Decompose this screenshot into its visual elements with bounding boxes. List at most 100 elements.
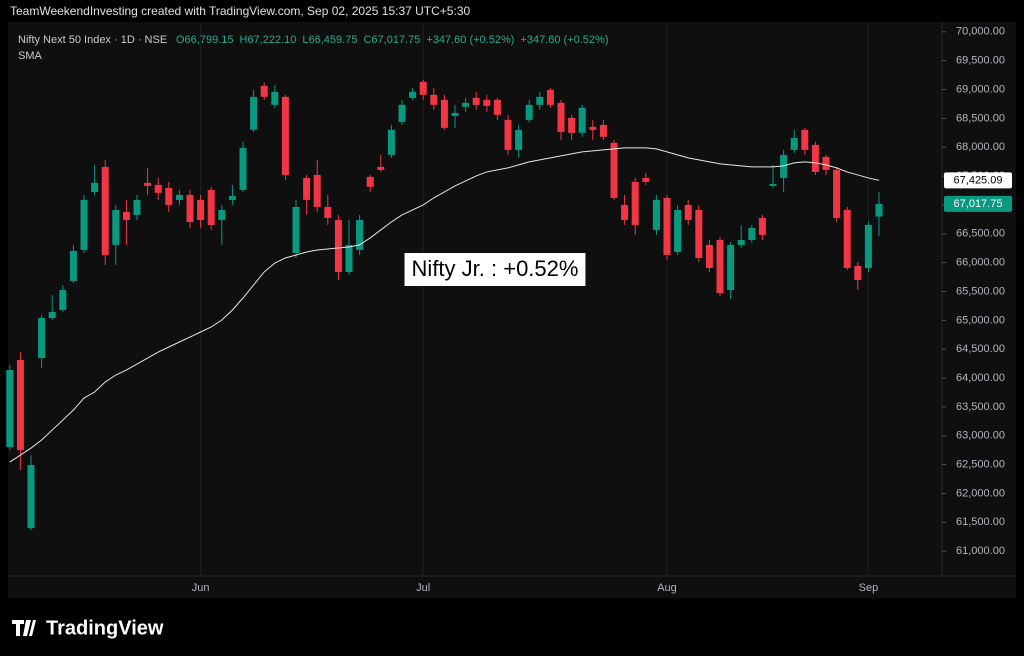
candle-body	[737, 239, 745, 245]
candle-body	[419, 81, 427, 95]
x-tick-label: Jun	[192, 582, 210, 594]
candle-body	[705, 244, 713, 268]
candle-body	[59, 289, 67, 310]
candle-body	[303, 177, 311, 200]
y-tick-label: 66,000.00	[956, 257, 1005, 269]
y-tick-label: 69,000.00	[956, 83, 1005, 95]
candle-body	[239, 147, 247, 190]
candle-body	[652, 199, 660, 230]
candle-body	[27, 465, 35, 529]
y-tick-label: 64,500.00	[956, 343, 1005, 355]
candle-body	[38, 317, 46, 359]
candle-body	[483, 99, 491, 106]
legend-value: H67,222.10	[240, 34, 297, 46]
candle-body	[684, 204, 692, 220]
candle-body	[875, 203, 883, 217]
y-tick-label: 63,500.00	[956, 401, 1005, 413]
candle-body	[186, 194, 194, 222]
y-tick-label: 61,500.00	[956, 516, 1005, 528]
candle-body	[631, 181, 639, 225]
candle-body	[536, 96, 544, 105]
candle-body	[557, 102, 565, 132]
legend-sma: SMA	[18, 50, 43, 62]
candle-body	[472, 97, 480, 105]
candle-body	[769, 183, 777, 186]
candle-body	[6, 370, 14, 448]
sma-last-box	[944, 172, 1012, 189]
candle-body	[833, 169, 841, 218]
candle-body	[758, 217, 766, 235]
candle-body	[345, 244, 353, 272]
legend-value: L66,459.75	[302, 34, 357, 46]
sma-last-label: 67,425.09	[954, 174, 1003, 186]
candle-body	[822, 156, 830, 170]
candle-body	[790, 137, 798, 150]
candle-body	[854, 265, 862, 280]
candle-body	[430, 94, 438, 105]
candle-body	[366, 176, 374, 187]
candle-body	[801, 129, 809, 150]
candle-body	[716, 239, 724, 293]
y-tick-label: 66,500.00	[956, 228, 1005, 240]
candle-body	[48, 311, 56, 318]
candle-body	[462, 102, 470, 107]
candle-body	[748, 227, 756, 240]
y-tick-label: 68,500.00	[956, 112, 1005, 124]
candle-body	[250, 96, 258, 130]
candle-body	[112, 209, 120, 245]
close-last-label: 67,017.75	[954, 198, 1003, 210]
legend-symbol: Nifty Next 50 Index · 1D · NSE	[18, 34, 167, 46]
header: TeamWeekendInvesting created with Tradin…	[10, 4, 470, 18]
candle-body	[377, 166, 385, 170]
candle-body	[334, 219, 342, 272]
candle-body	[281, 96, 289, 175]
sma-line	[9, 147, 880, 463]
candle-body	[440, 99, 448, 128]
chart-panel	[8, 22, 1016, 598]
candle-body	[674, 209, 682, 252]
candle-body	[292, 206, 300, 253]
candle-body	[80, 199, 88, 250]
candle-body	[133, 199, 141, 215]
y-tick-label: 62,000.00	[956, 487, 1005, 499]
y-tick-label: 70,000.00	[956, 26, 1005, 38]
candle-body	[218, 209, 226, 220]
candle-body	[271, 91, 279, 105]
annotation-box	[404, 253, 586, 286]
legend-value: O66,799.15	[176, 34, 234, 46]
candle-body	[663, 197, 671, 255]
candle-body	[154, 184, 162, 193]
candle-body	[864, 224, 872, 268]
candle-body	[387, 129, 395, 155]
y-tick-label: 65,000.00	[956, 314, 1005, 326]
y-tick-label: 64,000.00	[956, 372, 1005, 384]
y-tick-label: 69,500.00	[956, 55, 1005, 67]
candle-body	[69, 250, 77, 281]
candle-body	[610, 142, 618, 198]
y-tick-label: 61,000.00	[956, 545, 1005, 557]
candle-body	[175, 194, 183, 200]
candle-body	[165, 187, 173, 205]
logo-text: TradingView	[46, 617, 164, 639]
candle-body	[16, 359, 24, 451]
candle-body	[324, 206, 332, 218]
close-last-box	[944, 195, 1012, 212]
candle-body	[546, 89, 554, 105]
candle-body	[599, 124, 607, 137]
candle-body	[578, 107, 586, 133]
candle-body	[228, 195, 236, 200]
x-tick-label: Jul	[416, 582, 430, 594]
candle-body	[451, 112, 459, 116]
x-tick-label: Sep	[859, 582, 879, 594]
candle-body	[727, 244, 735, 290]
candle-body	[780, 154, 788, 178]
candle-body	[589, 126, 597, 130]
candle-body	[207, 189, 215, 225]
y-tick-label: 63,000.00	[956, 430, 1005, 442]
candle-body	[356, 219, 364, 250]
x-tick-label: Aug	[657, 582, 677, 594]
candle-body	[695, 209, 703, 258]
candle-body	[515, 129, 523, 150]
legend-value: C67,017.75	[363, 34, 420, 46]
